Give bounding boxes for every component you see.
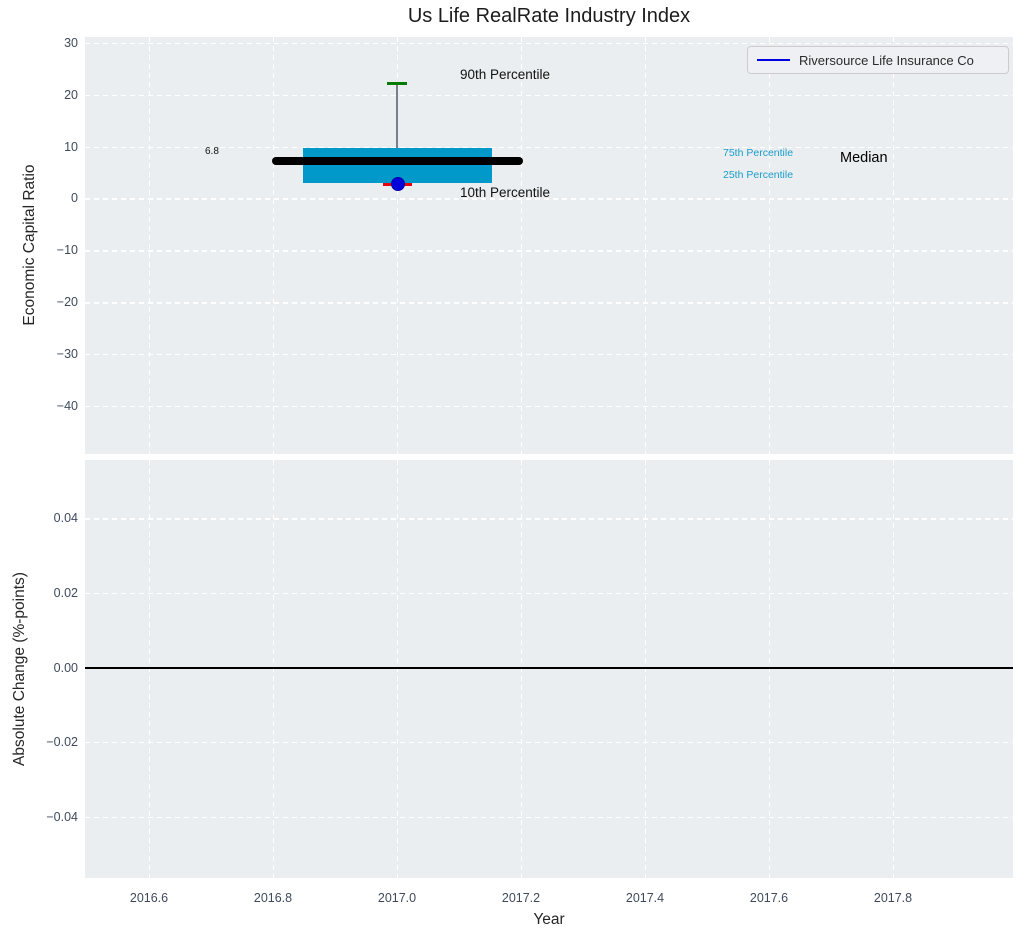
x-tick-label: 2016.8 (253, 891, 293, 905)
gridline-vertical (521, 37, 523, 454)
gridline-horizontal (85, 250, 1013, 252)
gridline-horizontal (85, 42, 1013, 45)
y-tick-label: 0.02 (53, 585, 78, 600)
y-tick-label: −20 (56, 295, 78, 310)
zero-change-line (85, 667, 1013, 669)
gridline-vertical (645, 37, 647, 454)
gridline-vertical (893, 460, 895, 878)
p90-cap (387, 82, 407, 85)
y-tick-label: 30 (64, 35, 78, 50)
p10-label: 10th Percentile (460, 185, 551, 200)
legend-entry-label: Riversource Life Insurance Co (799, 52, 974, 68)
y-tick-label: 20 (64, 87, 78, 102)
gridline-horizontal (85, 518, 1013, 520)
gridline-vertical (893, 37, 895, 454)
y-tick-label: 10 (64, 139, 78, 154)
gridline-layer (85, 37, 1013, 454)
x-tick-label: 2017.6 (749, 891, 789, 905)
y-tick-label: −0.02 (46, 735, 78, 750)
whisker-line (396, 84, 398, 185)
gridline-vertical (273, 460, 275, 878)
gridline-horizontal (85, 302, 1013, 304)
y-tick-label: 0.04 (53, 511, 78, 526)
gridline-vertical (149, 460, 151, 878)
gridline-horizontal (85, 816, 1013, 819)
gridline-horizontal (85, 198, 1013, 200)
median-value-label: 6.8 (205, 146, 219, 157)
median-line (272, 157, 523, 165)
gridline-vertical (273, 37, 275, 454)
y-tick-label: −10 (56, 243, 78, 258)
x-tick-label: 2017.8 (873, 891, 913, 905)
gridline-layer (85, 460, 1013, 878)
gridline-horizontal (85, 742, 1013, 744)
p75-label: 75th Percentile (723, 147, 794, 159)
y-tick-label: −40 (56, 399, 78, 413)
top-axes: 6.8 90th Percentile 10th Percentile 75th… (85, 37, 1013, 454)
gridline-vertical (397, 460, 399, 878)
x-tick-label: 2016.6 (129, 891, 169, 905)
x-tick-label: 2017.2 (501, 891, 541, 905)
gridline-vertical (769, 460, 771, 878)
legend: Riversource Life Insurance Co (747, 46, 1009, 74)
gridline-horizontal (85, 406, 1013, 408)
legend-line-sample-icon (757, 59, 790, 61)
gridline-vertical (769, 37, 771, 454)
gridline-vertical (521, 460, 523, 878)
x-tick-label: 2017.0 (377, 891, 417, 905)
x-axis-label: Year (533, 911, 565, 928)
gridline-vertical (645, 460, 647, 878)
y-tick-label: −0.04 (46, 809, 78, 824)
y-tick-label: 0.00 (53, 660, 78, 675)
gridline-vertical (397, 37, 399, 454)
y-tick-label: −30 (56, 347, 78, 362)
gridline-vertical (149, 37, 151, 454)
bottom-axes (85, 460, 1013, 878)
median-label: Median (840, 150, 888, 166)
gridline-horizontal (85, 94, 1013, 96)
company-marker (391, 177, 405, 191)
gridline-horizontal (85, 146, 1013, 148)
x-tick-label: 2017.4 (625, 891, 665, 905)
gridline-horizontal (85, 592, 1013, 595)
y-tick-label: 0 (71, 191, 78, 206)
gridline-horizontal (85, 354, 1013, 356)
chart-title: Us Life RealRate Industry Index (407, 5, 691, 27)
p90-label: 90th Percentile (460, 67, 551, 82)
p25-label: 25th Percentile (723, 169, 794, 181)
